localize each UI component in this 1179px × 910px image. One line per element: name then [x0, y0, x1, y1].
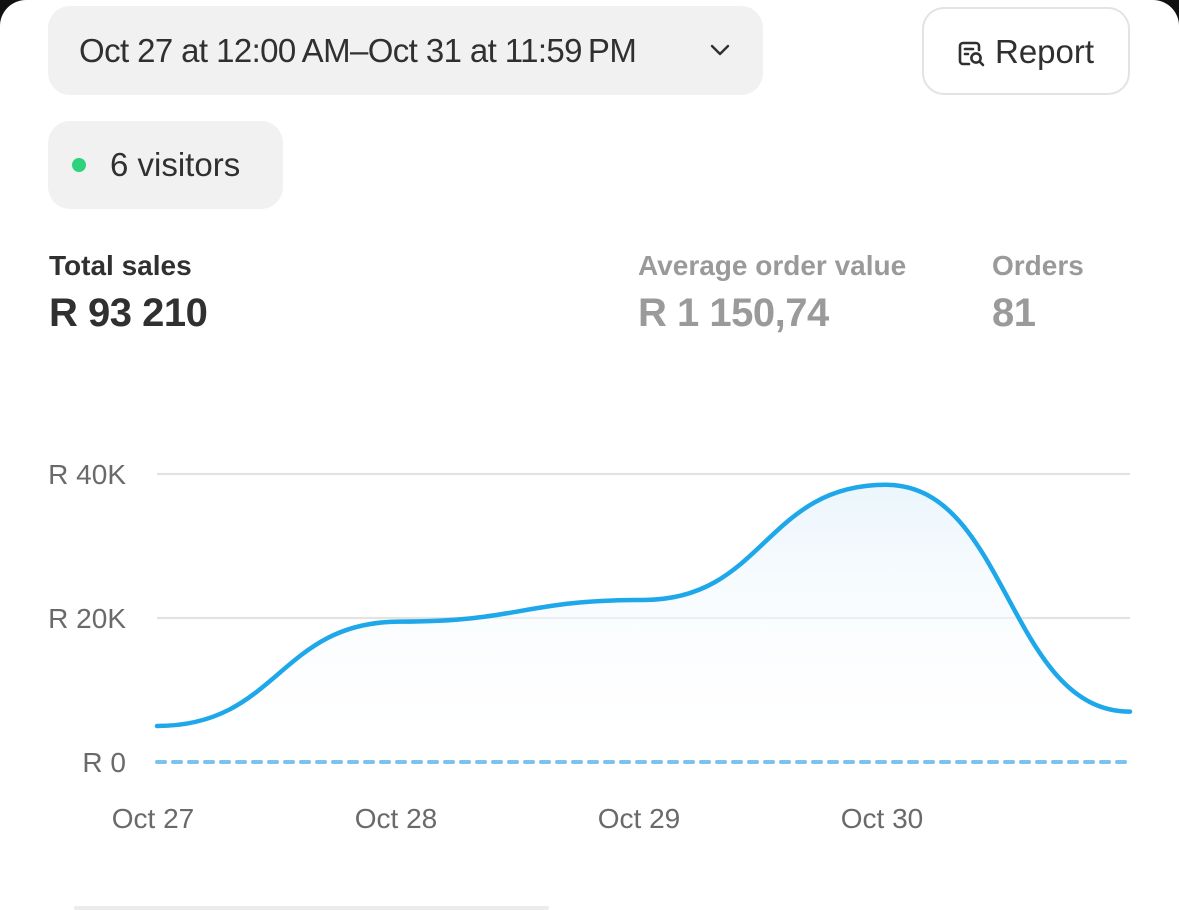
- sales-line-chart: R 40K R 20K R 0 Oct 27 Oct 28 Oct 29 Oct 30: [48, 459, 1133, 834]
- metric-value: R 1 150,74: [638, 291, 829, 335]
- live-status-dot-icon: [72, 158, 86, 172]
- metric-total-sales[interactable]: Total sales R 93 210: [49, 250, 208, 335]
- metric-label: Orders: [992, 250, 1084, 281]
- report-button[interactable]: Report: [922, 7, 1130, 95]
- next-section-edge: [74, 906, 549, 910]
- metric-label: Average order value: [638, 250, 907, 281]
- sales-series-line: [154, 482, 1133, 729]
- series-area-fill: [157, 484, 1130, 762]
- screen-corner-left: [0, 0, 26, 26]
- metric-orders[interactable]: Orders 81: [992, 250, 1084, 335]
- metric-average-order-value[interactable]: Average order value R 1 150,74: [638, 250, 906, 335]
- x-tick-label: Oct 30: [841, 803, 923, 834]
- date-range-label: Oct 27 at 12:00 AM–Oct 31 at 11:59 PM: [79, 31, 637, 69]
- chevron-down-icon: [710, 44, 730, 56]
- x-tick-label: Oct 27: [112, 803, 194, 834]
- metric-value: R 93 210: [49, 291, 208, 335]
- live-visitors-label: 6 visitors: [110, 146, 241, 183]
- x-tick-label: Oct 28: [355, 803, 437, 834]
- metric-value: 81: [992, 291, 1036, 335]
- x-tick-label: Oct 29: [598, 803, 680, 834]
- y-tick-label: R 40K: [48, 459, 126, 490]
- y-tick-label: R 0: [82, 747, 126, 778]
- y-tick-label: R 20K: [48, 603, 126, 634]
- report-button-label: Report: [995, 33, 1095, 70]
- live-visitors-badge[interactable]: 6 visitors: [48, 121, 283, 209]
- screen-corner-right: [1153, 0, 1179, 26]
- date-range-picker[interactable]: Oct 27 at 12:00 AM–Oct 31 at 11:59 PM: [48, 6, 763, 95]
- metric-label: Total sales: [49, 250, 192, 281]
- report-search-icon: [958, 41, 985, 67]
